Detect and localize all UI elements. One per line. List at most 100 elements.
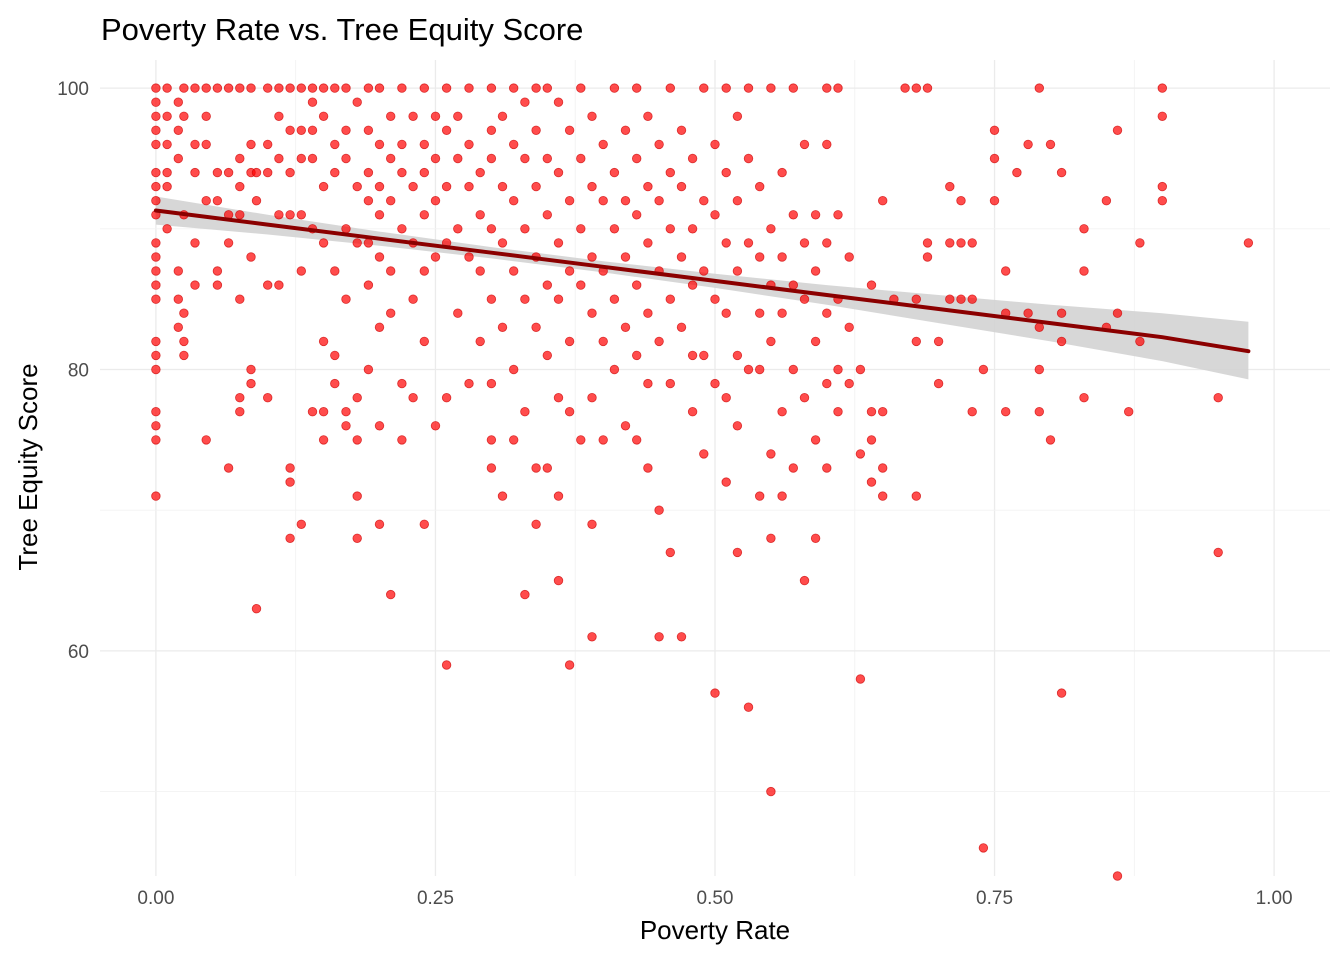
data-point <box>710 378 720 389</box>
data-point <box>609 294 620 304</box>
data-point <box>173 97 184 107</box>
data-point <box>520 153 530 164</box>
data-point <box>151 266 161 276</box>
data-point <box>374 421 385 431</box>
data-point <box>520 294 530 304</box>
data-point <box>486 125 497 136</box>
data-point <box>352 238 362 248</box>
data-point <box>822 378 832 389</box>
data-point <box>162 167 172 178</box>
data-point <box>978 843 989 853</box>
data-point <box>341 421 351 431</box>
data-point <box>777 308 787 318</box>
data-point <box>855 674 866 684</box>
data-point <box>721 308 731 318</box>
data-point <box>374 252 385 262</box>
data-point <box>341 294 351 304</box>
data-point <box>810 533 821 544</box>
data-point <box>386 308 396 318</box>
data-point <box>212 83 223 93</box>
data-point <box>699 449 709 459</box>
data-point <box>475 210 485 220</box>
data-point <box>866 280 877 290</box>
data-point <box>173 322 184 333</box>
data-point <box>531 322 541 333</box>
data-point <box>654 195 664 206</box>
data-point <box>766 533 776 544</box>
data-point <box>799 393 810 403</box>
data-point <box>246 252 256 262</box>
data-point <box>1123 407 1134 417</box>
data-point <box>632 153 642 164</box>
data-point <box>1079 266 1089 276</box>
data-point <box>475 266 485 276</box>
data-point <box>632 210 642 220</box>
data-point <box>419 167 430 178</box>
chart-title: Poverty Rate vs. Tree Equity Score <box>101 12 583 47</box>
data-point <box>263 393 273 403</box>
data-point <box>1157 111 1168 122</box>
data-point <box>223 83 234 93</box>
data-point <box>643 181 653 192</box>
data-point <box>296 153 307 164</box>
data-point <box>788 364 799 375</box>
data-point <box>755 491 765 501</box>
data-point <box>766 786 776 797</box>
data-point <box>945 181 955 192</box>
data-point <box>553 575 564 586</box>
data-point <box>1056 167 1067 178</box>
data-point <box>285 463 295 473</box>
data-point <box>710 294 720 304</box>
data-point <box>620 125 631 136</box>
data-point <box>587 632 597 642</box>
data-point <box>1023 308 1033 318</box>
data-point <box>676 322 687 333</box>
data-point <box>643 238 653 248</box>
data-point <box>1045 435 1056 445</box>
data-point <box>788 210 799 220</box>
data-point <box>285 125 295 136</box>
data-point <box>788 463 799 473</box>
data-point <box>408 181 418 192</box>
data-point <box>531 125 541 136</box>
data-point <box>341 407 351 417</box>
data-point <box>330 83 340 93</box>
data-point <box>274 83 284 93</box>
data-point <box>542 463 553 473</box>
data-point <box>235 294 245 304</box>
data-point <box>151 167 161 178</box>
data-point <box>352 181 362 192</box>
data-point <box>922 238 933 248</box>
data-point <box>386 195 396 206</box>
data-point <box>632 83 642 93</box>
data-point <box>318 336 329 347</box>
data-point <box>363 125 374 136</box>
data-point <box>810 435 821 445</box>
data-point <box>1034 364 1045 375</box>
data-point <box>989 195 1000 206</box>
data-point <box>799 575 810 586</box>
data-point <box>620 421 631 431</box>
data-point <box>1023 139 1033 150</box>
data-point <box>822 238 832 248</box>
data-point <box>464 252 474 262</box>
data-point <box>330 350 340 361</box>
data-point <box>374 139 385 150</box>
data-point <box>799 294 810 304</box>
data-point <box>911 336 922 347</box>
data-point <box>553 294 564 304</box>
x-axis-title: Poverty Rate <box>640 915 790 945</box>
data-point <box>419 336 430 347</box>
data-point <box>441 660 452 670</box>
data-point <box>352 435 362 445</box>
data-point <box>296 210 307 220</box>
data-point <box>1157 83 1168 93</box>
data-point <box>201 195 211 206</box>
data-point <box>341 224 351 234</box>
data-point <box>151 407 161 417</box>
data-point <box>933 336 944 347</box>
data-point <box>408 393 418 403</box>
data-point <box>643 111 653 122</box>
data-point <box>822 139 832 150</box>
